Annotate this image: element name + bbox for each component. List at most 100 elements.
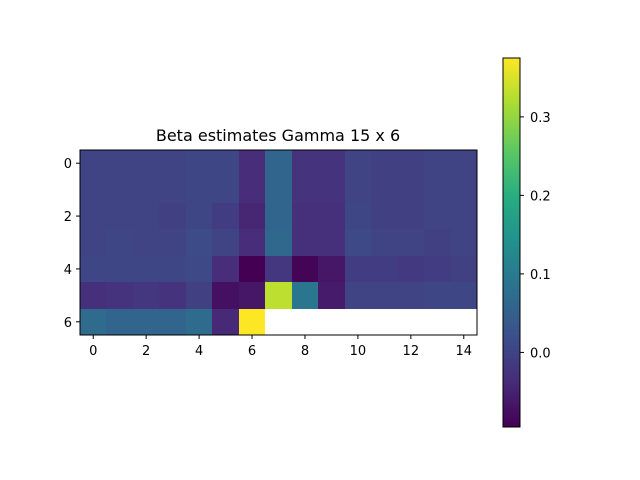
heatmap-cell xyxy=(424,176,451,203)
heatmap-cell xyxy=(265,309,292,335)
heatmap-cell xyxy=(265,203,292,229)
heatmap-cell xyxy=(212,229,239,256)
heatmap-cell xyxy=(292,150,318,176)
heatmap-cell xyxy=(212,282,239,309)
heatmap-cell xyxy=(106,176,133,203)
x-tick-label: 8 xyxy=(301,344,309,359)
heatmap-cell xyxy=(292,203,318,229)
heatmap-cell xyxy=(106,229,133,256)
heatmap-cell xyxy=(212,150,239,176)
heatmap-cell xyxy=(133,282,159,309)
colorbar: 0.0 0.1 0.2 0.3 xyxy=(502,57,551,428)
heatmap-cell xyxy=(186,309,212,335)
heatmap-cell xyxy=(265,150,292,176)
heatmap-cell xyxy=(239,282,265,309)
heatmap-cell xyxy=(265,229,292,256)
heatmap-cell xyxy=(451,176,477,203)
heatmap-cell xyxy=(239,229,265,256)
heatmap-cell xyxy=(292,256,318,282)
heatmap-cell xyxy=(371,176,398,203)
heatmap-cell xyxy=(239,309,265,335)
heatmap-cell xyxy=(371,150,398,176)
heatmap-cell xyxy=(80,176,106,203)
heatmap-cell xyxy=(239,203,265,229)
heatmap-cell xyxy=(239,176,265,203)
x-tick-label: 14 xyxy=(455,344,472,359)
y-tick-label: 2 xyxy=(64,210,72,225)
heatmap-cell xyxy=(398,150,424,176)
heatmap-cell xyxy=(106,150,133,176)
heatmap-cell xyxy=(345,229,371,256)
heatmap-cell xyxy=(80,150,106,176)
heatmap-cell xyxy=(106,203,133,229)
heatmap-cell xyxy=(398,176,424,203)
heatmap-cell xyxy=(424,229,451,256)
x-tick-label: 6 xyxy=(248,344,256,359)
heatmap-cell xyxy=(424,203,451,229)
colorbar-tick-label: 0.0 xyxy=(530,346,551,361)
heatmap-cell xyxy=(371,203,398,229)
heatmap-cell xyxy=(159,229,186,256)
plot-frame xyxy=(79,149,478,336)
heatmap-cell xyxy=(159,282,186,309)
heatmap-cell xyxy=(345,176,371,203)
heatmap-cell xyxy=(265,256,292,282)
heatmap-cell xyxy=(371,256,398,282)
y-tick-label: 4 xyxy=(64,263,72,278)
heatmap-cell xyxy=(133,256,159,282)
heatmap-cell xyxy=(80,309,106,335)
heatmap-cell xyxy=(133,309,159,335)
heatmap-cell xyxy=(239,256,265,282)
heatmap-cell xyxy=(212,256,239,282)
heatmap-cell xyxy=(398,229,424,256)
heatmap-cell xyxy=(318,150,345,176)
heatmap-cells xyxy=(80,150,477,335)
heatmap-cell xyxy=(451,203,477,229)
y-axis: 0 2 4 6 xyxy=(64,157,80,331)
heatmap-cell xyxy=(159,203,186,229)
heatmap-cell xyxy=(424,309,451,335)
heatmap-cell xyxy=(186,176,212,203)
heatmap-cell xyxy=(345,309,371,335)
heatmap-cell xyxy=(451,282,477,309)
colorbar-tick-label: 0.1 xyxy=(530,268,551,283)
colorbar-gradient xyxy=(502,57,521,428)
x-tick-label: 0 xyxy=(89,344,97,359)
colorbar-tick-label: 0.2 xyxy=(530,189,551,204)
heatmap-cell xyxy=(133,203,159,229)
heatmap-cell xyxy=(398,256,424,282)
heatmap-cell xyxy=(212,203,239,229)
y-tick-label: 6 xyxy=(64,316,72,331)
heatmap-cell xyxy=(159,176,186,203)
heatmap-cell xyxy=(265,282,292,309)
heatmap-cell xyxy=(424,150,451,176)
chart-title: Beta estimates Gamma 15 x 6 xyxy=(156,126,400,145)
heatmap-cell xyxy=(159,309,186,335)
heatmap-cell xyxy=(186,203,212,229)
heatmap-cell xyxy=(318,176,345,203)
heatmap-cell xyxy=(80,282,106,309)
heatmap-cell xyxy=(292,229,318,256)
heatmap-cell xyxy=(292,309,318,335)
heatmap-cell xyxy=(133,229,159,256)
heatmap-cell xyxy=(318,229,345,256)
heatmap-cell xyxy=(186,229,212,256)
heatmap-cell xyxy=(212,176,239,203)
y-tick-label: 0 xyxy=(64,157,72,172)
heatmap-cell xyxy=(318,256,345,282)
heatmap-cell xyxy=(159,150,186,176)
heatmap-cell xyxy=(80,229,106,256)
x-tick-label: 4 xyxy=(195,344,203,359)
heatmap-cell xyxy=(265,176,292,203)
heatmap-cell xyxy=(398,282,424,309)
heatmap-cell xyxy=(318,282,345,309)
heatmap-cell xyxy=(133,176,159,203)
heatmap-cell xyxy=(451,309,477,335)
heatmap-cell xyxy=(345,256,371,282)
heatmap-cell xyxy=(318,309,345,335)
heatmap-cell xyxy=(80,203,106,229)
heatmap-cell xyxy=(292,282,318,309)
heatmap-cell xyxy=(345,203,371,229)
heatmap-cell xyxy=(239,150,265,176)
heatmap-cell xyxy=(292,176,318,203)
